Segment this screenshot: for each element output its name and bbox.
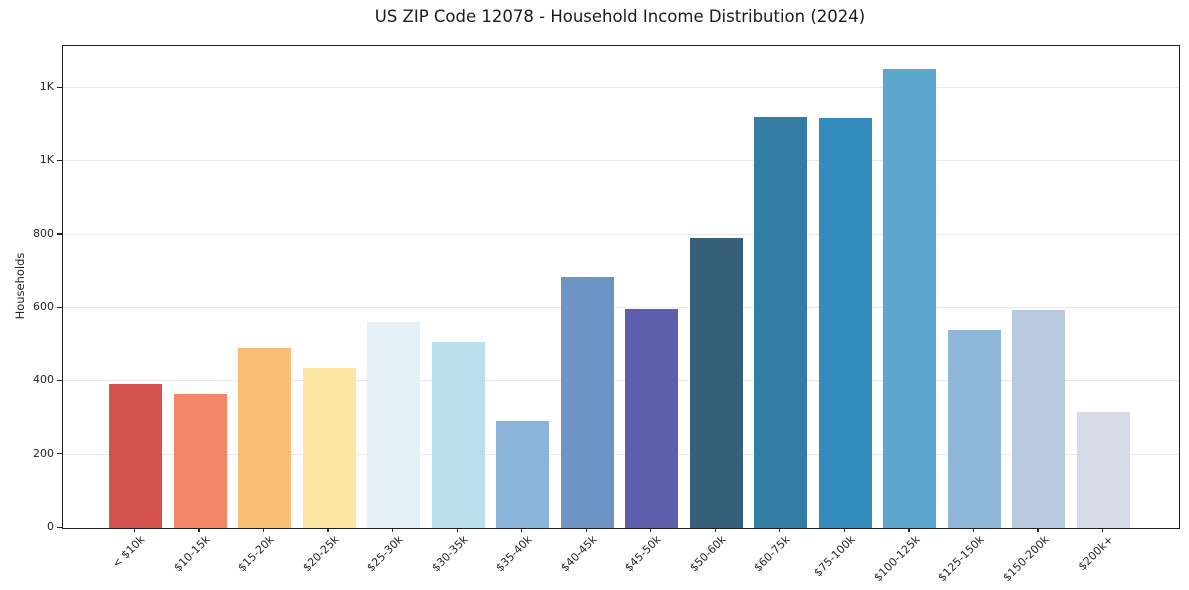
- x-tick-mark: [1037, 527, 1039, 532]
- y-tick-mark: [56, 306, 62, 308]
- gridline: [63, 307, 1179, 309]
- gridline: [63, 233, 1179, 235]
- y-tick-mark: [56, 526, 62, 528]
- bar: [109, 383, 162, 528]
- bar: [173, 393, 227, 528]
- y-tick-mark: [56, 233, 62, 235]
- bar: [1076, 412, 1130, 528]
- plot-area: [62, 45, 1180, 529]
- gridline: [63, 160, 1179, 162]
- bar: [1012, 310, 1066, 528]
- y-tick-mark: [56, 159, 62, 162]
- x-tick-mark: [262, 527, 265, 532]
- x-tick-mark: [908, 527, 910, 532]
- y-tick-label: 600: [33, 300, 54, 314]
- y-tick-mark: [56, 379, 62, 382]
- bar: [883, 69, 937, 528]
- x-tick-mark: [456, 527, 458, 532]
- y-tick-label: 1K: [39, 80, 54, 94]
- y-tick-mark: [56, 86, 62, 88]
- x-tick-mark: [779, 527, 781, 532]
- bar: [947, 330, 1001, 528]
- y-tick-label: 1K: [39, 153, 54, 167]
- x-tick-mark: [650, 527, 652, 532]
- bar: [560, 276, 614, 528]
- x-tick-mark: [327, 527, 329, 532]
- bar: [431, 341, 485, 528]
- bar: [367, 321, 421, 528]
- x-tick-mark: [521, 527, 523, 532]
- gridline: [63, 453, 1179, 455]
- x-tick-mark: [714, 527, 716, 532]
- x-tick-mark: [133, 527, 136, 532]
- bar: [238, 348, 292, 528]
- bar: [625, 309, 679, 528]
- gridline: [63, 380, 1179, 382]
- bar: [754, 116, 808, 528]
- x-tick-mark: [198, 527, 200, 532]
- x-tick-mark: [585, 527, 587, 532]
- chart-title: US ZIP Code 12078 - Household Income Dis…: [374, 7, 866, 26]
- bar: [689, 238, 743, 528]
- y-tick-label: 200: [33, 446, 54, 460]
- y-tick-mark: [56, 453, 62, 455]
- x-tick-mark: [1101, 527, 1104, 532]
- bar: [496, 420, 550, 528]
- gridline: [63, 87, 1179, 89]
- x-tick-mark: [843, 527, 845, 532]
- x-tick-mark: [391, 527, 394, 532]
- bar: [302, 368, 356, 528]
- y-tick-label: 800: [33, 226, 54, 240]
- bar: [818, 118, 872, 528]
- y-tick-label: 0: [47, 520, 54, 533]
- y-tick-label: 400: [33, 373, 54, 387]
- x-tick-mark: [972, 527, 975, 532]
